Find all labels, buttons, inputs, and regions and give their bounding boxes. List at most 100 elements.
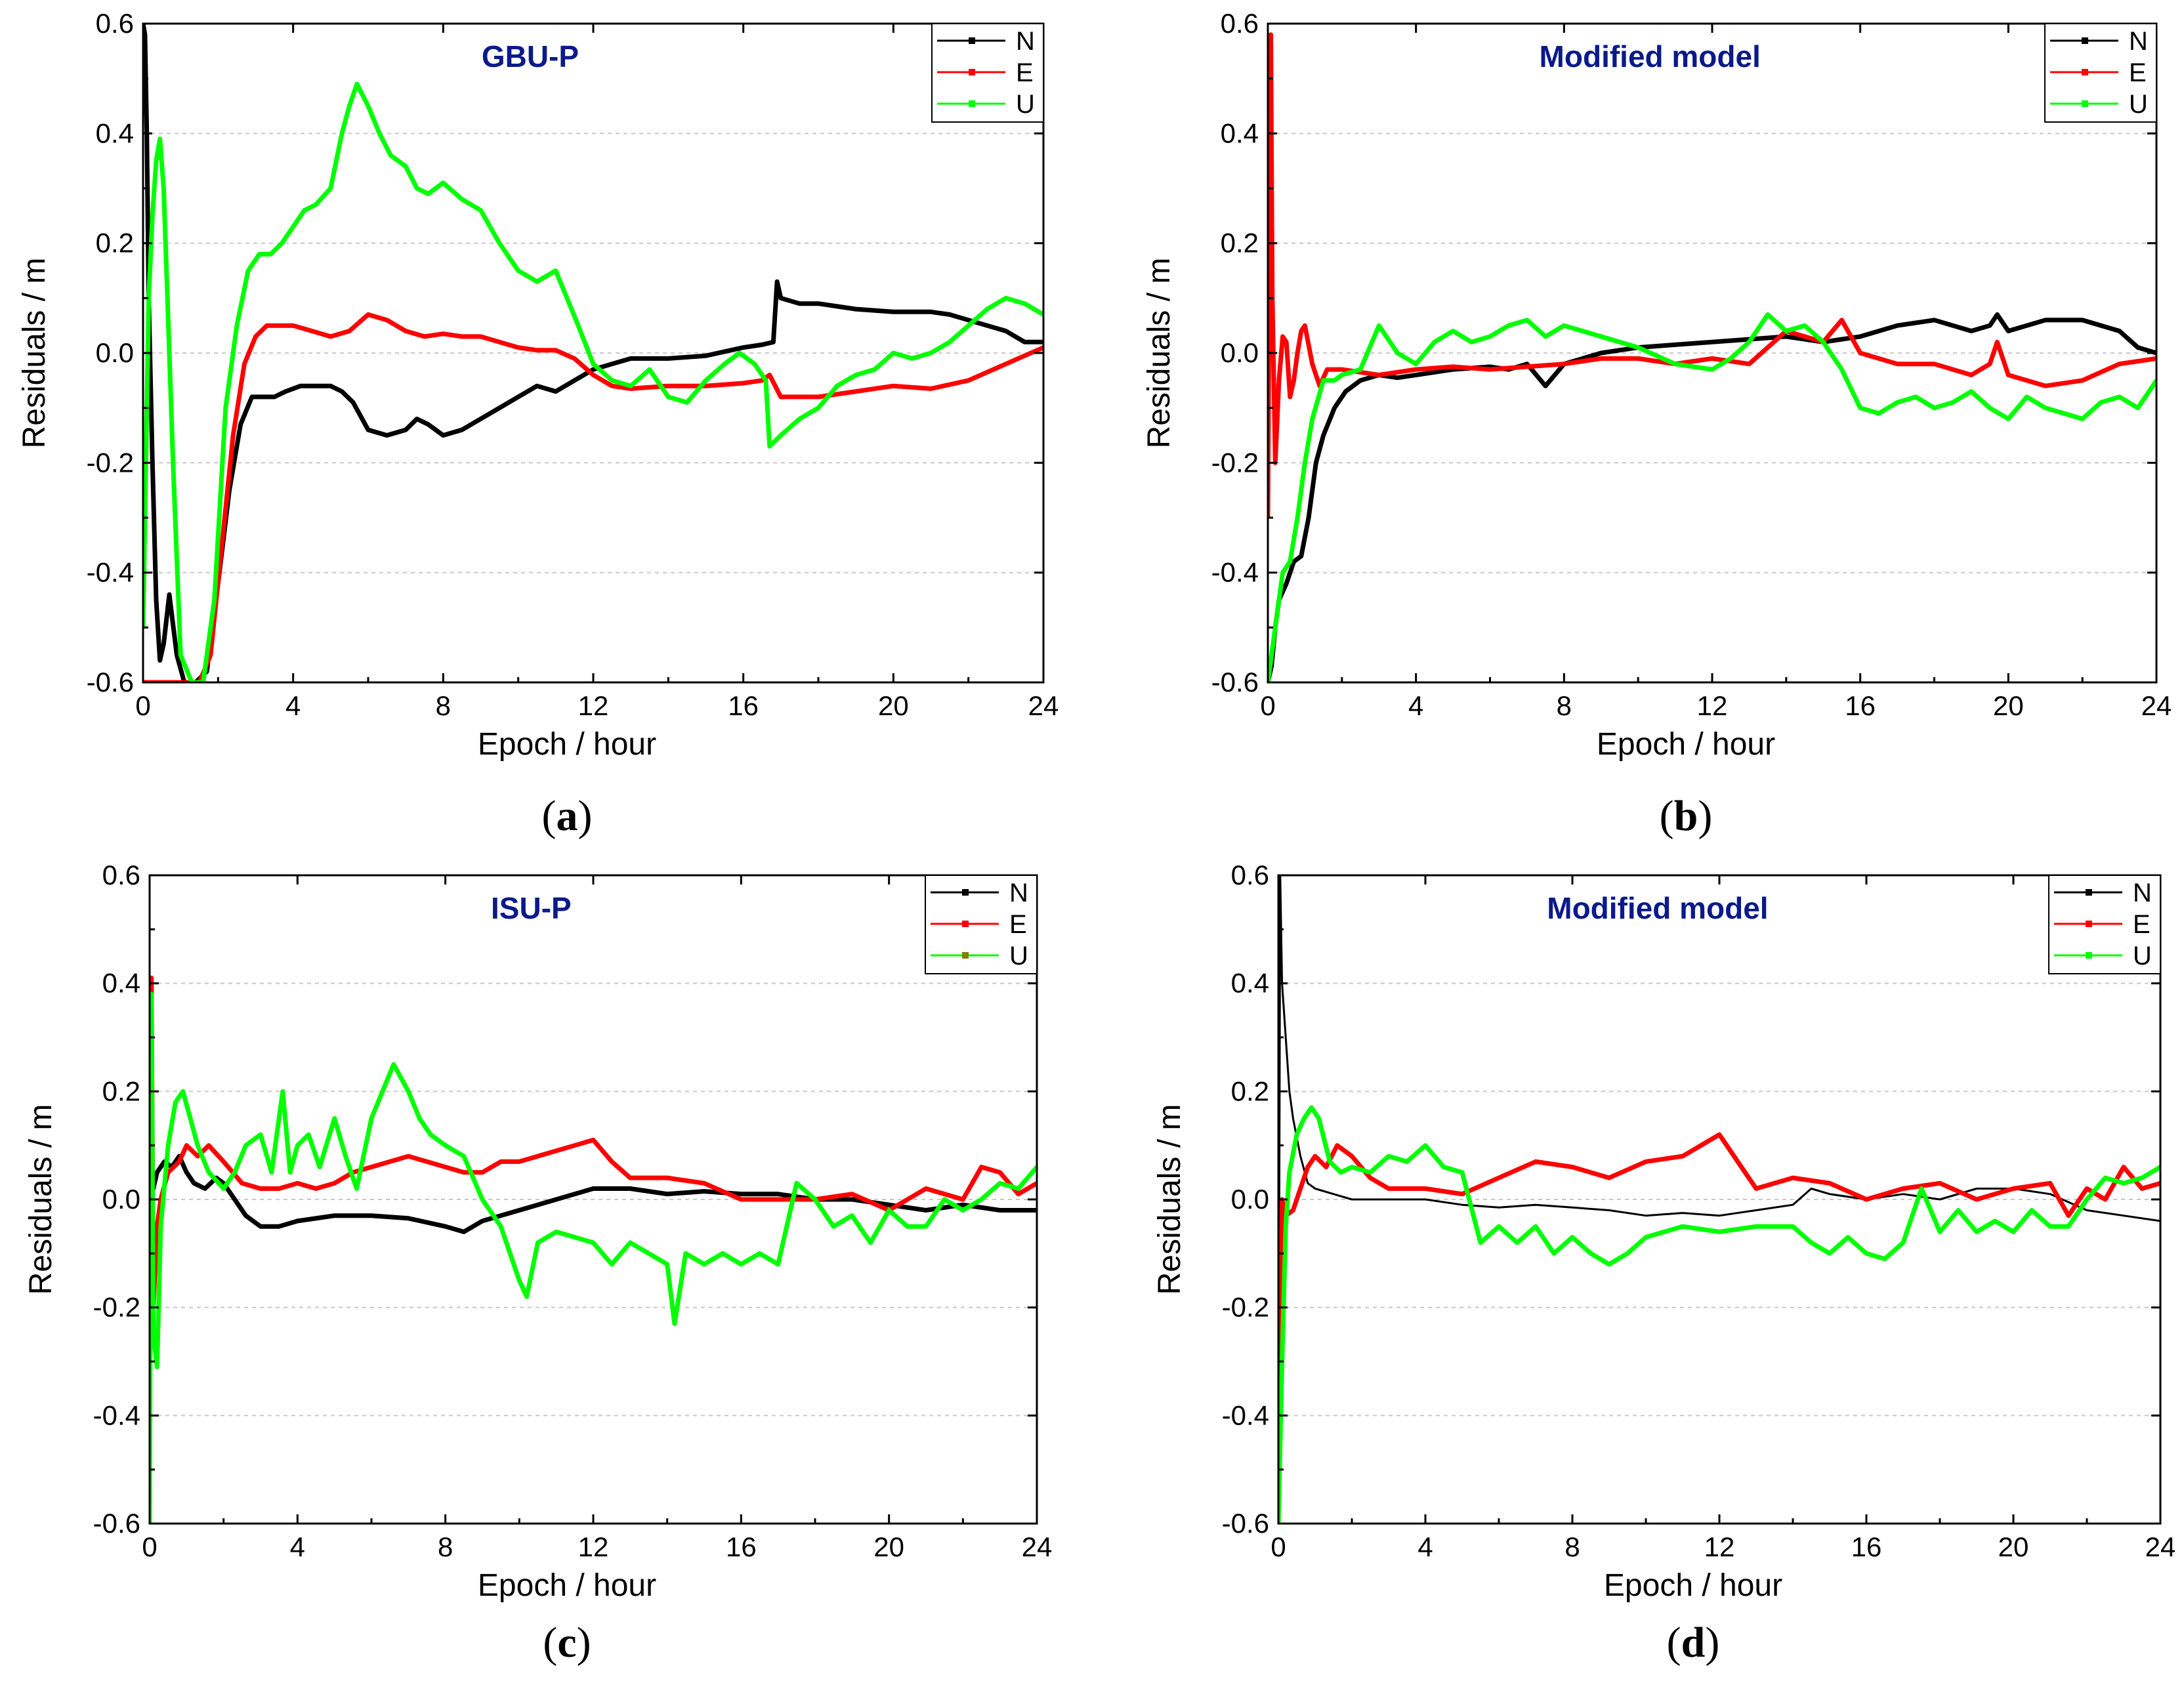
x-tick-label: 20 bbox=[878, 690, 909, 721]
panel-label-letter: a bbox=[556, 792, 578, 840]
y-tick-label: 0.6 bbox=[96, 8, 134, 39]
x-tick-label: 0 bbox=[1260, 690, 1275, 721]
x-tick-label: 24 bbox=[2145, 1531, 2176, 1562]
panel-label: (c) bbox=[543, 1619, 591, 1667]
y-axis-title: Residuals / m bbox=[17, 258, 52, 449]
panel-label-letter: b bbox=[1674, 792, 1698, 840]
legend-label-u: U bbox=[2133, 942, 2152, 970]
y-tick-label: 0.2 bbox=[1221, 228, 1259, 259]
x-tick-label: 20 bbox=[873, 1531, 904, 1562]
panel-label-letter: d bbox=[1681, 1619, 1706, 1667]
x-tick-label: 16 bbox=[728, 690, 759, 721]
series-line-n bbox=[143, 24, 1043, 682]
legend-label-e: E bbox=[1009, 910, 1027, 939]
y-tick-label: -0.2 bbox=[1211, 447, 1259, 478]
legend-label-u: U bbox=[2129, 90, 2148, 119]
legend-label-e: E bbox=[1016, 58, 1034, 87]
x-tick-label: 16 bbox=[726, 1531, 757, 1562]
y-tick-label: -0.4 bbox=[1222, 1400, 1269, 1430]
legend-marker-n bbox=[962, 889, 969, 896]
legend: NEU bbox=[925, 875, 1038, 974]
x-axis-title: Epoch / hour bbox=[478, 727, 656, 762]
y-axis-title: Residuals / m bbox=[1152, 1104, 1187, 1295]
chart-title: GBU-P bbox=[482, 39, 579, 73]
series-line-e bbox=[143, 312, 1043, 682]
y-tick-label: -0.6 bbox=[87, 667, 134, 697]
y-tick-label: 0.0 bbox=[96, 337, 134, 368]
chart-panel-b: -0.6 -0.4 -0.2 0.0 0.2 0.4 0.6 0 4 8 12 16 20 24 Epoch… bbox=[1142, 8, 2172, 840]
y-tick-label: 0.0 bbox=[102, 1184, 140, 1215]
y-tick-label: 0.4 bbox=[96, 117, 134, 148]
x-axis-title: Epoch / hour bbox=[1604, 1568, 1782, 1603]
legend-marker-e bbox=[2082, 69, 2088, 75]
panel-label: (b) bbox=[1660, 792, 1713, 840]
x-tick-label: 12 bbox=[1697, 690, 1728, 721]
x-tick-label: 24 bbox=[1022, 1531, 1053, 1562]
y-tick-label: -0.6 bbox=[1222, 1508, 1269, 1539]
y-tick-label: 0.6 bbox=[102, 860, 140, 890]
panel-label-close: ) bbox=[577, 1619, 591, 1667]
x-tick-label: 8 bbox=[1564, 1531, 1580, 1562]
x-tick-label: 0 bbox=[1270, 1531, 1286, 1562]
x-tick-label: 12 bbox=[578, 690, 609, 721]
series-line-u bbox=[143, 81, 1043, 682]
y-tick-label: 0.0 bbox=[1231, 1184, 1269, 1215]
chart-panel-d: -0.6 -0.4 -0.2 0.0 0.2 0.4 0.6 0 4 8 12 16 20 24 Epoch… bbox=[1152, 860, 2175, 1667]
legend-label-u: U bbox=[1009, 942, 1028, 970]
y-tick-label: -0.6 bbox=[93, 1508, 140, 1539]
x-axis-title: Epoch / hour bbox=[478, 1568, 656, 1603]
series-line-u bbox=[1278, 1105, 2160, 1524]
panel-label-close: ) bbox=[1705, 1619, 1719, 1667]
legend-marker-e bbox=[962, 921, 969, 927]
x-tick-label: 16 bbox=[1845, 690, 1876, 721]
legend-marker-u bbox=[962, 952, 969, 959]
legend-label-n: N bbox=[2129, 27, 2148, 56]
x-tick-label: 24 bbox=[2141, 690, 2172, 721]
legend-marker-n bbox=[2086, 889, 2092, 896]
x-tick-label: 4 bbox=[285, 690, 301, 721]
x-tick-label: 12 bbox=[578, 1531, 609, 1562]
y-tick-label: -0.4 bbox=[93, 1400, 140, 1430]
y-tick-label: 0.2 bbox=[96, 228, 134, 259]
y-tick-label: 0.4 bbox=[1221, 117, 1259, 148]
y-tick-label: -0.4 bbox=[87, 557, 134, 588]
x-tick-label: 4 bbox=[290, 1531, 305, 1562]
legend-marker-e bbox=[2086, 921, 2092, 927]
x-tick-label: 4 bbox=[1408, 690, 1423, 721]
series-line-e bbox=[1278, 1132, 2160, 1524]
panel-label-letter: c bbox=[557, 1619, 576, 1667]
y-tick-label: -0.2 bbox=[93, 1292, 140, 1323]
legend-label-u: U bbox=[1016, 90, 1035, 119]
series-line-u bbox=[1268, 312, 2156, 682]
panel-label-close: ) bbox=[1698, 792, 1712, 840]
panel-label: (d) bbox=[1667, 1619, 1720, 1667]
legend-label-e: E bbox=[2129, 58, 2147, 87]
legend-label-n: N bbox=[1016, 27, 1035, 56]
legend-marker-u bbox=[2086, 952, 2092, 959]
y-tick-label: -0.6 bbox=[1211, 667, 1259, 697]
x-tick-label: 4 bbox=[1418, 1531, 1433, 1562]
legend-marker-u bbox=[969, 100, 975, 107]
legend: NEU bbox=[2048, 875, 2161, 974]
legend-label-n: N bbox=[2133, 879, 2152, 907]
panel-label-close: ) bbox=[578, 792, 593, 840]
legend-label-n: N bbox=[1009, 879, 1028, 907]
x-tick-label: 0 bbox=[142, 1531, 157, 1562]
y-tick-label: 0.2 bbox=[102, 1075, 140, 1106]
series-line-u bbox=[150, 991, 1037, 1524]
panel-label-open: ( bbox=[1667, 1619, 1681, 1667]
x-tick-label: 8 bbox=[436, 690, 451, 721]
x-tick-label: 0 bbox=[135, 690, 150, 721]
y-tick-label: 0.4 bbox=[1231, 968, 1269, 999]
panel-label: (a) bbox=[542, 792, 593, 840]
y-axis-title: Residuals / m bbox=[1142, 258, 1177, 449]
panel-label-open: ( bbox=[1660, 792, 1674, 840]
panel-label-open: ( bbox=[542, 792, 556, 840]
y-tick-label: -0.2 bbox=[87, 447, 134, 478]
y-tick-label: 0.4 bbox=[102, 968, 140, 999]
y-tick-label: 0.2 bbox=[1231, 1075, 1269, 1106]
legend-marker-n bbox=[969, 37, 975, 44]
x-tick-label: 8 bbox=[1557, 690, 1572, 721]
chart-title: Modified model bbox=[1540, 39, 1761, 73]
